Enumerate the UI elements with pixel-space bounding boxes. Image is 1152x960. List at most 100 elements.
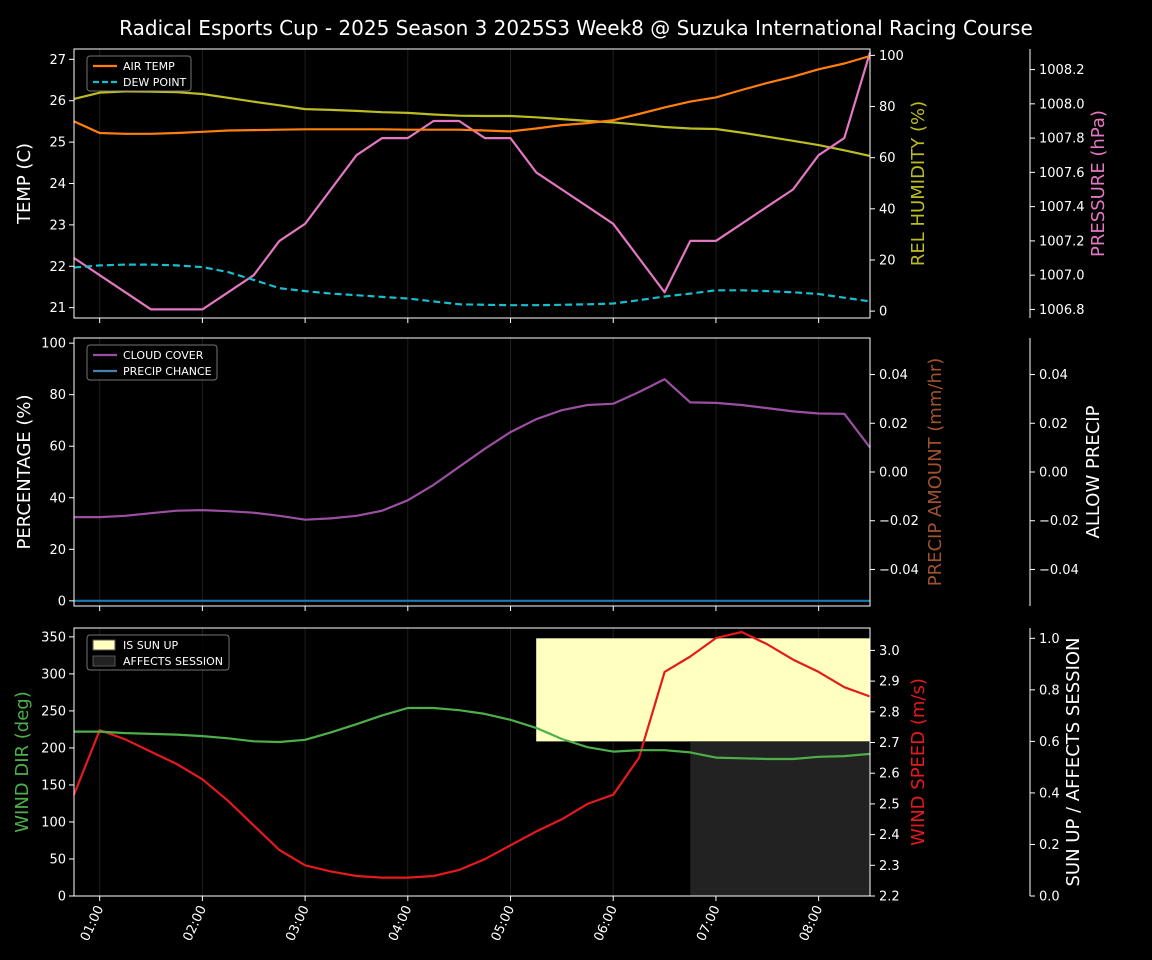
- sun-up-area: [536, 638, 870, 742]
- outer-tick-label: 0.00: [1039, 466, 1068, 481]
- x-tick-label: 07:00: [694, 903, 723, 943]
- right-tick-label: 2.4: [879, 828, 900, 843]
- outer-tick-label: 0.6: [1039, 735, 1060, 750]
- right-tick-label: 100: [879, 49, 904, 64]
- right-tick-label: 60: [879, 151, 896, 166]
- legend-swatch: [92, 639, 116, 651]
- legend-label: DEW POINT: [123, 76, 187, 89]
- y-tick-label: 22: [49, 260, 66, 275]
- outer-tick-label: 1007.4: [1039, 200, 1085, 215]
- y-axis-label: PERCENTAGE (%): [14, 394, 35, 549]
- right-tick-label: 0.00: [879, 466, 908, 481]
- plot-frame: [73, 627, 871, 897]
- outer-tick-label: 0.04: [1039, 368, 1068, 383]
- outer-tick-label: −0.04: [1039, 563, 1079, 578]
- series-cloud-cover: [74, 378, 871, 521]
- series-pressure: [73, 52, 872, 311]
- legend-label: AFFECTS SESSION: [123, 655, 223, 668]
- x-tick-label: 01:00: [78, 903, 107, 943]
- plot-frame: [73, 48, 871, 319]
- right-axis-label: REL HUMIDITY (%): [908, 101, 929, 266]
- x-tick-label: 08:00: [797, 903, 826, 943]
- outer-tick-label: 0.0: [1039, 890, 1060, 905]
- y-tick-label: 300: [41, 667, 66, 682]
- y-tick-label: 60: [49, 440, 66, 455]
- outer-tick-label: 1007.6: [1039, 166, 1085, 181]
- outer-tick-label: 0.02: [1039, 417, 1068, 432]
- y-tick-label: 350: [41, 630, 66, 645]
- y-tick-label: 0: [58, 594, 66, 609]
- outer-tick-label: 1008.2: [1039, 63, 1085, 78]
- right-tick-label: 2.8: [879, 705, 900, 720]
- legend-label: IS SUN UP: [123, 639, 179, 652]
- x-tick-label: 03:00: [283, 903, 312, 943]
- legend-label: CLOUD COVER: [123, 349, 204, 362]
- x-tick-label: 02:00: [181, 903, 210, 943]
- outer-tick-label: 0.4: [1039, 786, 1060, 801]
- outer-tick-label: 1007.2: [1039, 234, 1085, 249]
- outer-tick-label: 1.0: [1039, 632, 1060, 647]
- outer-tick-label: 1007.8: [1039, 132, 1085, 147]
- right-tick-label: 0.04: [879, 368, 908, 383]
- outer-tick-label: −0.02: [1039, 514, 1079, 529]
- y-tick-label: 40: [49, 491, 66, 506]
- affects-session-area: [690, 741, 870, 896]
- outer-axis-label: ALLOW PRECIP: [1083, 405, 1104, 538]
- series-dew-point: [73, 263, 871, 307]
- y-tick-label: 24: [49, 177, 66, 192]
- right-tick-label: 0.02: [879, 417, 908, 432]
- y-axis-label: TEMP (C): [14, 143, 35, 225]
- panel-cloud-panel: 0 20 40 60 80 100 PERCENTAGE (%) −0.04 −0.02 0.00…: [14, 337, 1104, 611]
- y-tick-label: 150: [41, 778, 66, 793]
- legend-label: AIR TEMP: [123, 60, 175, 73]
- x-tick-label: 04:00: [386, 903, 415, 943]
- legend-label: PRECIP CHANCE: [123, 365, 212, 378]
- right-tick-label: 0: [879, 305, 887, 320]
- series-wind-speed: [72, 630, 871, 879]
- right-tick-label: 80: [879, 100, 896, 115]
- legend: AIR TEMP DEW POINT: [86, 55, 192, 92]
- x-tick-label: 06:00: [591, 903, 620, 943]
- outer-axis-label: PRESSURE (hPa): [1088, 110, 1109, 257]
- y-tick-label: 100: [41, 815, 66, 830]
- y-tick-label: 26: [49, 94, 66, 109]
- series-rel-humidity: [73, 90, 871, 157]
- right-tick-label: 2.9: [879, 675, 900, 690]
- panel-wind-panel: 0 50 100 150 200 250 300 350 WIND DIR (deg) 01:00…: [12, 627, 1084, 944]
- outer-tick-label: 0.8: [1039, 683, 1060, 698]
- y-tick-label: 100: [41, 337, 66, 352]
- right-tick-label: 20: [879, 253, 896, 268]
- y-tick-label: 23: [49, 218, 66, 233]
- legend-box: [86, 344, 218, 381]
- legend: IS SUN UP AFFECTS SESSION: [86, 634, 230, 671]
- right-tick-label: 2.5: [879, 797, 900, 812]
- right-tick-label: −0.04: [879, 563, 919, 578]
- legend-swatch: [92, 655, 116, 667]
- legend-box: [86, 634, 230, 671]
- y-tick-label: 21: [49, 301, 66, 316]
- right-tick-label: 40: [879, 202, 896, 217]
- right-tick-label: 2.6: [879, 767, 900, 782]
- right-axis-label: PRECIP AMOUNT (mm/hr): [925, 358, 946, 587]
- right-axis-label: WIND SPEED (m/s): [908, 678, 929, 846]
- y-tick-label: 27: [49, 53, 66, 68]
- right-tick-label: 3.0: [879, 644, 900, 659]
- y-tick-label: 80: [49, 388, 66, 403]
- y-tick-label: 200: [41, 741, 66, 756]
- outer-tick-label: 1006.8: [1039, 303, 1085, 318]
- outer-tick-label: 1007.0: [1039, 269, 1085, 284]
- legend: CLOUD COVER PRECIP CHANCE: [86, 344, 218, 381]
- y-tick-label: 50: [49, 852, 66, 867]
- outer-axis-label: SUN UP / AFFECTS SESSION: [1063, 637, 1084, 886]
- y-tick-label: 250: [41, 704, 66, 719]
- outer-tick-label: 0.2: [1039, 838, 1060, 853]
- y-tick-label: 25: [49, 136, 66, 151]
- outer-tick-label: 1008.0: [1039, 97, 1085, 112]
- right-tick-label: −0.02: [879, 514, 919, 529]
- y-tick-label: 0: [58, 890, 66, 905]
- y-tick-label: 20: [49, 543, 66, 558]
- panel-temperature-panel: 21 22 23 24 25 26 27 TEMP (C) 0 20 40 60 80 100 REL HU…: [14, 48, 1109, 323]
- y-axis-label: WIND DIR (deg): [12, 691, 33, 833]
- right-tick-label: 2.3: [879, 859, 900, 874]
